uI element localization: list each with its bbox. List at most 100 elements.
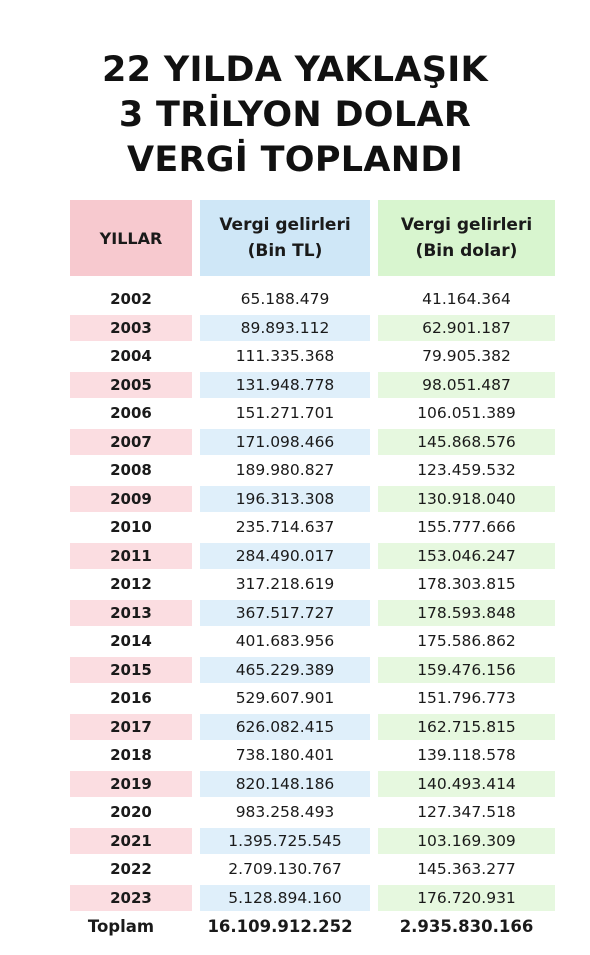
row-tax-tl: 738.180.401 [235, 746, 335, 765]
row-year: 2017 [70, 713, 192, 740]
row-year: 2014 [110, 632, 152, 651]
header-tax-usd-line2: (Bin dolar) [415, 241, 518, 261]
table-header: YILLAR Vergi gelirleri (Bin TL) Vergi ge… [0, 200, 590, 276]
row-tax-tl: 317.218.619 [235, 575, 335, 594]
table-row: 2017 626.082.415 162.715.815 [0, 713, 590, 742]
row-tax-usd: 155.777.666 [417, 518, 516, 537]
total-tax-usd: 2.935.830.166 [399, 916, 534, 936]
row-tax-usd: 145.868.576 [378, 428, 555, 455]
row-tax-usd: 130.918.040 [378, 485, 555, 512]
row-tax-tl: 820.148.186 [200, 770, 370, 797]
header-years: YILLAR [70, 200, 192, 276]
row-tax-usd: 145.363.277 [417, 860, 516, 879]
row-tax-tl: 401.683.956 [235, 632, 335, 651]
row-year: 2009 [70, 485, 192, 512]
row-tax-usd: 62.901.187 [378, 314, 555, 341]
row-tax-usd: 162.715.815 [378, 713, 555, 740]
row-tax-usd: 41.164.364 [422, 290, 511, 309]
title-line-1: 22 YILDA YAKLAŞIK [102, 50, 488, 90]
header-tax-tl-line2: (Bin TL) [247, 241, 323, 261]
row-tax-tl: 2.709.130.767 [228, 860, 342, 879]
table-row: 2003 89.893.112 62.901.187 [0, 314, 590, 343]
row-tax-usd: 178.303.815 [417, 575, 516, 594]
table-row: 2008 189.980.827 123.459.532 [0, 456, 590, 485]
row-year: 2020 [110, 803, 152, 822]
row-year: 2006 [110, 404, 152, 423]
row-tax-tl: 529.607.901 [235, 689, 335, 708]
row-year: 2004 [110, 347, 152, 366]
row-tax-tl: 5.128.894.160 [200, 884, 370, 911]
row-year: 2008 [110, 461, 152, 480]
table-row: 2020 983.258.493 127.347.518 [0, 798, 590, 827]
table-body: 2002 65.188.479 41.164.364 2003 89.893.112 62… [0, 285, 590, 912]
row-year: 2003 [70, 314, 192, 341]
table-row: 2010 235.714.637 155.777.666 [0, 513, 590, 542]
row-year: 2011 [70, 542, 192, 569]
row-tax-usd: 123.459.532 [417, 461, 516, 480]
row-tax-tl: 196.313.308 [200, 485, 370, 512]
row-tax-tl: 171.098.466 [200, 428, 370, 455]
row-tax-usd: 79.905.382 [422, 347, 511, 366]
table-row: 2023 5.128.894.160 176.720.931 [0, 884, 590, 913]
table-row: 2009 196.313.308 130.918.040 [0, 485, 590, 514]
row-tax-usd: 140.493.414 [378, 770, 555, 797]
table-row: 2006 151.271.701 106.051.389 [0, 399, 590, 428]
row-tax-tl: 189.980.827 [235, 461, 335, 480]
header-years-label: YILLAR [99, 228, 163, 248]
row-year: 2021 [70, 827, 192, 854]
row-tax-usd: 127.347.518 [417, 803, 516, 822]
header-tax-usd-line1: Vergi gelirleri [400, 215, 533, 235]
table-row: 2018 738.180.401 139.118.578 [0, 741, 590, 770]
table-row: 2022 2.709.130.767 145.363.277 [0, 855, 590, 884]
table-row: 2015 465.229.389 159.476.156 [0, 656, 590, 685]
row-tax-usd: 176.720.931 [378, 884, 555, 911]
row-tax-usd: 175.586.862 [417, 632, 516, 651]
row-year: 2018 [110, 746, 152, 765]
row-tax-usd: 139.118.578 [417, 746, 516, 765]
header-tax-tl-line1: Vergi gelirleri [219, 215, 351, 235]
row-tax-tl: 65.188.479 [240, 290, 330, 309]
table-row: 2012 317.218.619 178.303.815 [0, 570, 590, 599]
header-tax-usd: Vergi gelirleri (Bin dolar) [378, 200, 555, 276]
row-tax-tl: 983.258.493 [235, 803, 335, 822]
row-tax-tl: 151.271.701 [235, 404, 335, 423]
row-year: 2010 [110, 518, 152, 537]
table-row: 2011 284.490.017 153.046.247 [0, 542, 590, 571]
row-tax-tl: 131.948.778 [200, 371, 370, 398]
title-line-3: VERGİ TOPLANDI [126, 140, 464, 180]
row-tax-usd: 178.593.848 [378, 599, 555, 626]
row-tax-tl: 89.893.112 [200, 314, 370, 341]
row-year: 2022 [110, 860, 152, 879]
row-tax-tl: 367.517.727 [200, 599, 370, 626]
row-year: 2019 [70, 770, 192, 797]
row-tax-tl: 111.335.368 [235, 347, 335, 366]
row-year: 2005 [70, 371, 192, 398]
table-row: 2021 1.395.725.545 103.169.309 [0, 827, 590, 856]
table-row: 2005 131.948.778 98.051.487 [0, 371, 590, 400]
row-tax-usd: 98.051.487 [378, 371, 555, 398]
row-year: 2015 [70, 656, 192, 683]
row-tax-usd: 106.051.389 [417, 404, 516, 423]
table-row: 2004 111.335.368 79.905.382 [0, 342, 590, 371]
row-tax-usd: 159.476.156 [378, 656, 555, 683]
title-line-2: 3 TRİLYON DOLAR [118, 95, 472, 135]
row-tax-tl: 1.395.725.545 [200, 827, 370, 854]
table-row: 2014 401.683.956 175.586.862 [0, 627, 590, 656]
table-row: 2002 65.188.479 41.164.364 [0, 285, 590, 314]
table-row: 2007 171.098.466 145.868.576 [0, 428, 590, 457]
row-tax-tl: 626.082.415 [200, 713, 370, 740]
row-tax-tl: 284.490.017 [200, 542, 370, 569]
page-title: 22 YILDA YAKLAŞIK 3 TRİLYON DOLAR VERGİ … [0, 48, 590, 183]
table-row: 2016 529.607.901 151.796.773 [0, 684, 590, 713]
row-tax-usd: 151.796.773 [417, 689, 516, 708]
row-year: 2013 [70, 599, 192, 626]
header-tax-tl: Vergi gelirleri (Bin TL) [200, 200, 370, 276]
row-year: 2002 [110, 290, 152, 309]
row-year: 2012 [110, 575, 152, 594]
row-year: 2016 [110, 689, 152, 708]
table-row: 2019 820.148.186 140.493.414 [0, 770, 590, 799]
table-row: 2013 367.517.727 178.593.848 [0, 599, 590, 628]
row-tax-usd: 103.169.309 [378, 827, 555, 854]
row-tax-tl: 465.229.389 [200, 656, 370, 683]
